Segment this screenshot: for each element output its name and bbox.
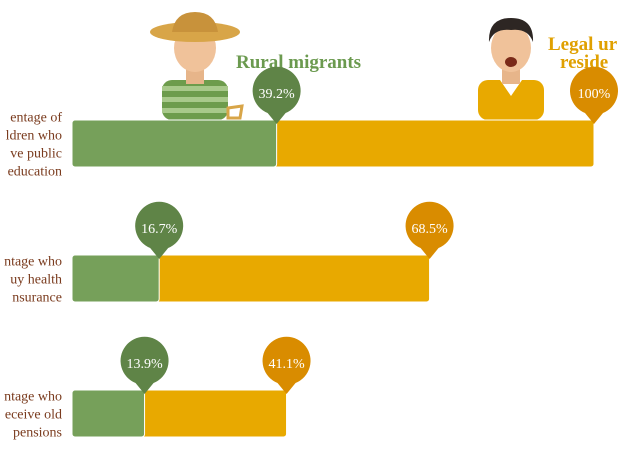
value-label: 13.9% [126, 357, 163, 372]
category-label: nsurance [12, 291, 62, 306]
label-bubble [252, 66, 301, 124]
category-label: ntage who [4, 255, 62, 270]
category-label: ldren who [6, 129, 62, 144]
category-label: ve public [10, 147, 62, 162]
category-label: pensions [13, 426, 62, 441]
category-label: eceive old [5, 408, 62, 423]
value-label: 16.7% [141, 222, 178, 237]
label-bubble [135, 201, 184, 259]
farmer-icon [150, 12, 244, 120]
value-label: 41.1% [268, 357, 305, 372]
value-label: 39.2% [259, 87, 296, 102]
category-label: entage of [10, 111, 62, 126]
resident-icon [478, 18, 544, 120]
value-label: 68.5% [411, 222, 448, 237]
label-bubble [405, 201, 454, 259]
category-label: uy health [10, 273, 62, 288]
legend-rural: Rural migrants [236, 52, 361, 73]
value-label: 100% [578, 87, 611, 102]
bar [71, 389, 146, 438]
label-bubble [262, 336, 311, 394]
label-bubble [570, 66, 618, 124]
legend-legal: Legal ur [548, 34, 618, 55]
bar [71, 119, 278, 168]
label-bubble [120, 336, 169, 394]
bar [71, 254, 160, 303]
category-label: ntage who [4, 390, 62, 405]
category-label: education [8, 165, 62, 180]
